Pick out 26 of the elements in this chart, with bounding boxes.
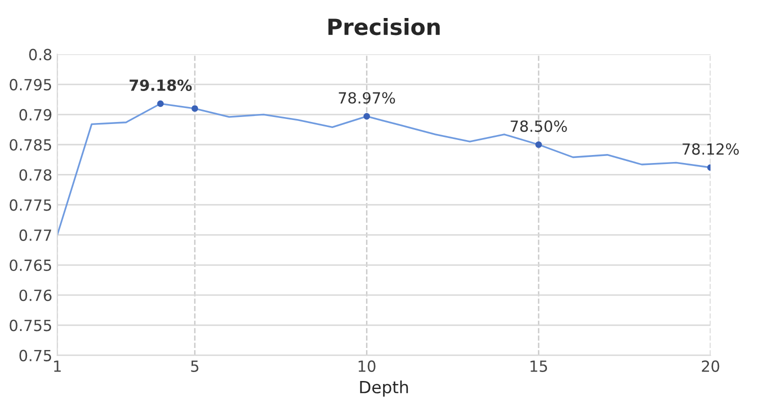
y-tick-label: 0.75 bbox=[19, 350, 52, 362]
point bbox=[363, 113, 370, 120]
y-tick-label: 0.77 bbox=[19, 229, 52, 241]
annotation: 78.97% bbox=[338, 92, 396, 104]
x-tick-label: 10 bbox=[358, 360, 376, 372]
point bbox=[192, 105, 198, 112]
x-axis-title: Depth bbox=[360, 380, 408, 397]
y-tick-label: 0.775 bbox=[10, 199, 52, 211]
y-tick-label: 0.755 bbox=[10, 320, 52, 332]
x-tick-label: 1 bbox=[54, 360, 61, 372]
point bbox=[157, 100, 164, 107]
x-tick-label: 15 bbox=[530, 360, 548, 372]
y-tick-label: 0.78 bbox=[19, 169, 52, 181]
chart-title: Precision bbox=[328, 18, 440, 36]
y-tick-label: 0.785 bbox=[10, 139, 52, 151]
y-tick-label: 0.76 bbox=[19, 290, 52, 302]
point bbox=[535, 141, 542, 148]
annotation: 78.50% bbox=[510, 120, 567, 132]
y-tick-label: 0.765 bbox=[10, 259, 52, 272]
annotation: 78.12% bbox=[682, 143, 739, 155]
y-tick-label: 0.795 bbox=[10, 78, 52, 90]
y-tick-label: 0.8 bbox=[29, 48, 52, 60]
x-tick-label: 5 bbox=[191, 360, 198, 372]
x-tick-label: 20 bbox=[702, 360, 720, 372]
y-tick-label: 0.79 bbox=[19, 108, 52, 121]
annotation: 79.18% bbox=[130, 79, 192, 92]
